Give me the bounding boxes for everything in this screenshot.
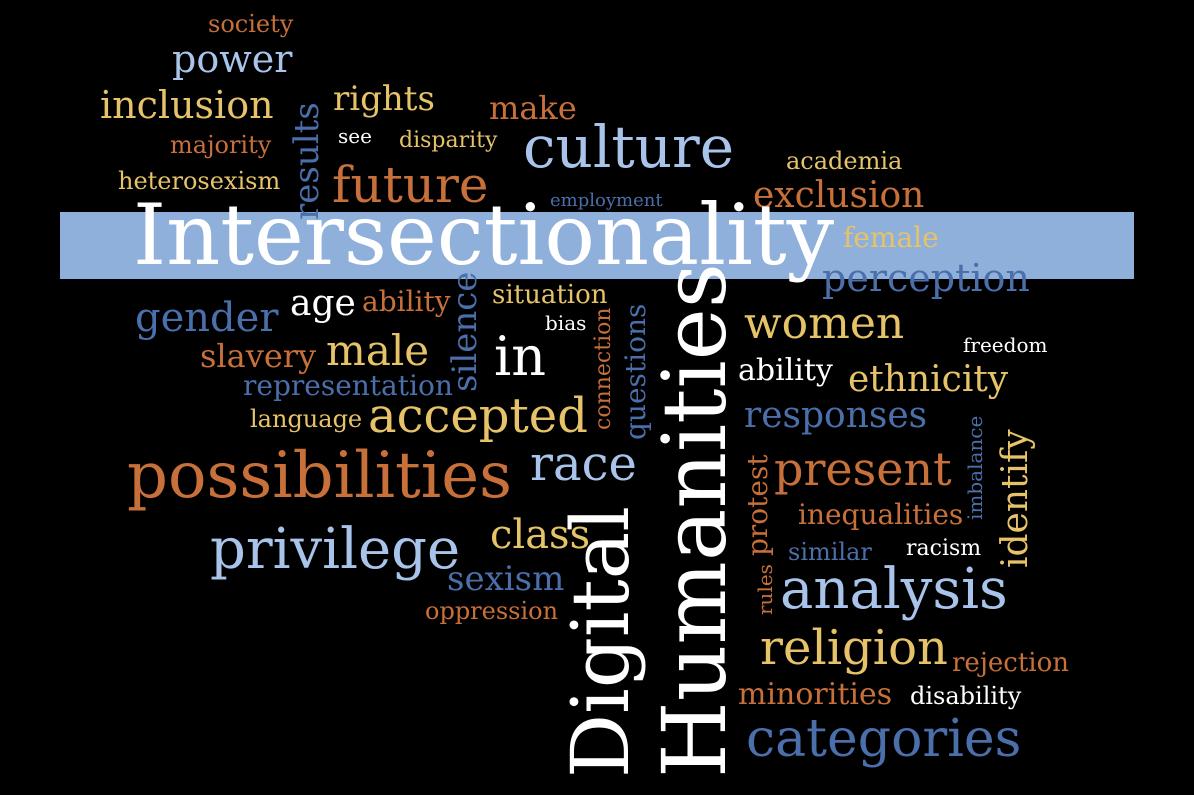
word-intersectionality: Intersectionality	[133, 186, 835, 284]
word-in: in	[494, 325, 547, 388]
word-silence: silence	[445, 271, 485, 392]
word-privilege: privilege	[210, 517, 461, 582]
word-female: female	[843, 221, 939, 254]
word-ability-b: ability	[738, 353, 833, 388]
word-accepted: accepted	[368, 388, 588, 444]
word-disability: disability	[910, 682, 1022, 710]
word-power: power	[172, 37, 293, 81]
word-perception: perception	[822, 256, 1030, 300]
word-slavery: slavery	[200, 337, 317, 375]
word-analysis: analysis	[780, 557, 1008, 622]
word-representation: representation	[243, 369, 453, 402]
word-society: society	[208, 10, 294, 38]
word-see: see	[338, 124, 372, 148]
word-class: class	[490, 512, 591, 558]
word-connection: connection	[591, 307, 616, 430]
word-oppression: oppression	[425, 597, 559, 625]
word-sexism: sexism	[447, 559, 565, 599]
word-ethnicity: ethnicity	[848, 359, 1009, 400]
word-exclusion: exclusion	[753, 175, 925, 216]
title-band	[60, 212, 1134, 279]
word-future: future	[332, 156, 489, 214]
word-gender: gender	[135, 295, 279, 341]
word-male: male	[326, 326, 430, 375]
word-rejection: rejection	[952, 648, 1069, 678]
word-humanities: Humanities	[643, 263, 746, 778]
word-imbalance: imbalance	[963, 415, 987, 520]
word-religion: religion	[760, 620, 948, 676]
word-make: make	[489, 89, 577, 127]
word-similar: similar	[788, 538, 872, 566]
word-situation: situation	[492, 280, 608, 310]
word-identify: identify	[995, 429, 1036, 568]
word-minorities: minorities	[738, 677, 893, 712]
word-racism: racism	[906, 536, 982, 561]
word-academia: academia	[786, 147, 903, 175]
word-race: race	[530, 436, 637, 492]
word-culture: culture	[523, 113, 735, 181]
word-inequalities: inequalities	[798, 498, 964, 531]
word-bias: bias	[545, 311, 587, 335]
word-responses: responses	[744, 395, 928, 436]
word-protest: protest	[741, 454, 774, 556]
word-inclusion: inclusion	[100, 83, 274, 127]
word-ability-a: ability	[362, 285, 451, 318]
word-rights: rights	[333, 79, 435, 119]
word-language: language	[250, 405, 363, 433]
word-possibilities: possibilities	[127, 439, 512, 513]
word-digital: Digital	[554, 506, 647, 778]
word-present: present	[774, 442, 952, 496]
word-employment: employment	[550, 190, 663, 211]
word-categories: categories	[746, 709, 1022, 769]
word-heterosexism: heterosexism	[118, 167, 281, 195]
word-women: women	[744, 298, 905, 349]
word-rules: rules	[753, 564, 777, 615]
word-age: age	[290, 283, 356, 324]
word-freedom: freedom	[963, 333, 1048, 357]
word-disparity: disparity	[399, 128, 498, 153]
word-majority: majority	[170, 131, 272, 159]
